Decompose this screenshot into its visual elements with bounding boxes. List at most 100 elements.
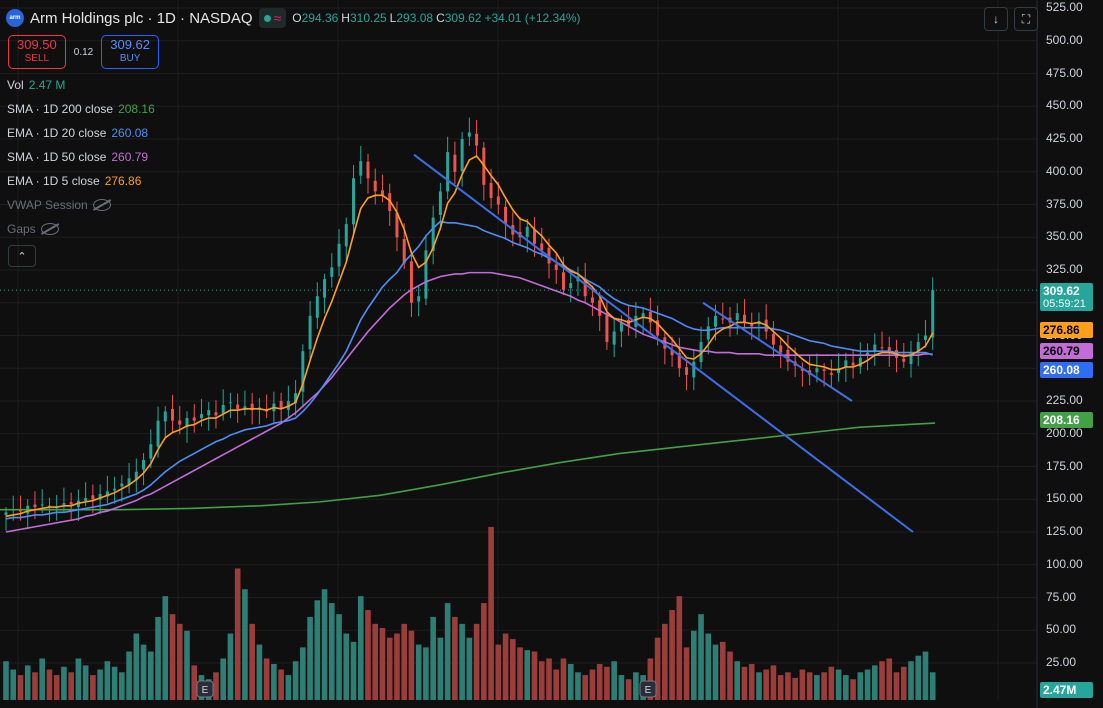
candle-body bbox=[554, 264, 558, 270]
candle-body bbox=[192, 417, 196, 421]
indicator-legend[interactable]: SMA · 1D 200 close 208.16 bbox=[7, 102, 155, 116]
buy-price: 309.62 bbox=[110, 37, 150, 52]
sma200-line bbox=[0, 422, 936, 511]
candle-body bbox=[33, 504, 37, 508]
candle-body bbox=[648, 311, 652, 323]
candle-body bbox=[402, 239, 406, 264]
volume-bar bbox=[249, 623, 255, 700]
volume-bar bbox=[3, 661, 9, 700]
candle-body bbox=[685, 367, 689, 375]
candle-body bbox=[395, 212, 399, 238]
volume-bar bbox=[741, 666, 748, 700]
y-axis-tick-label: 200.00 bbox=[1046, 425, 1083, 440]
indicator-legend[interactable]: EMA · 1D 5 close 276.86 bbox=[7, 174, 141, 188]
candle-body bbox=[84, 497, 88, 501]
volume-bar bbox=[893, 672, 900, 700]
market-status[interactable]: ≈ bbox=[258, 8, 287, 28]
candle-body bbox=[250, 403, 254, 411]
candle-body bbox=[453, 154, 457, 172]
candle-body bbox=[236, 404, 240, 409]
candle-body bbox=[446, 152, 450, 192]
volume-bar bbox=[46, 669, 53, 700]
candle-body bbox=[902, 358, 906, 362]
volume-bar bbox=[213, 672, 219, 700]
volume-bar bbox=[611, 661, 617, 700]
indicator-legend[interactable]: Vol 2.47 M bbox=[7, 78, 65, 92]
candle-body bbox=[822, 369, 826, 371]
candle-body bbox=[887, 347, 891, 353]
volume-bar bbox=[647, 658, 654, 700]
volume-bar bbox=[596, 664, 603, 700]
volume-bar bbox=[336, 614, 342, 700]
candle-body bbox=[837, 368, 841, 374]
candle-body bbox=[315, 296, 319, 318]
buy-button[interactable]: 309.62 BUY bbox=[101, 35, 159, 69]
candle-body bbox=[525, 226, 529, 237]
volume-bar bbox=[821, 672, 827, 700]
candle-body bbox=[619, 322, 623, 332]
volume-bar bbox=[271, 664, 277, 700]
candle-body bbox=[330, 267, 334, 277]
volume-bar bbox=[176, 623, 183, 700]
volume-bar bbox=[329, 603, 335, 700]
indicator-legend[interactable]: EMA · 1D 20 close 260.08 bbox=[7, 126, 148, 140]
volume-bar bbox=[777, 675, 784, 700]
hidden-eye-icon[interactable] bbox=[40, 223, 59, 235]
volume-bar bbox=[828, 666, 835, 700]
volume-bar bbox=[452, 616, 458, 700]
candle-body bbox=[134, 471, 138, 481]
candle-body bbox=[800, 368, 804, 371]
indicator-value: 208.16 bbox=[118, 102, 155, 116]
collapse-legend-button[interactable]: ⌃ bbox=[8, 245, 36, 267]
volume-bar bbox=[683, 647, 690, 700]
candle-body bbox=[923, 335, 927, 341]
volume-bar bbox=[502, 633, 509, 700]
candle-body bbox=[91, 495, 95, 500]
candle-body bbox=[880, 347, 884, 349]
ohlc-item: +34.01 (+12.34%) bbox=[484, 11, 580, 25]
volume-bar bbox=[379, 628, 386, 700]
price-tag: 309.62 05:59:21 bbox=[1040, 283, 1093, 311]
candle-body bbox=[460, 139, 464, 172]
candle-body bbox=[561, 272, 565, 290]
volume-bar bbox=[843, 675, 849, 700]
volume-bar bbox=[423, 647, 429, 700]
symbol-title[interactable]: Arm Holdings plc · 1D · NASDAQ bbox=[30, 9, 253, 27]
ohlc-value: +34.01 (+12.34%) bbox=[484, 11, 581, 25]
hidden-eye-icon[interactable] bbox=[92, 199, 111, 211]
y-axis-tick-label: 425.00 bbox=[1046, 131, 1083, 145]
fullscreen-icon[interactable]: ⛶ bbox=[1014, 7, 1038, 31]
indicator-legend[interactable]: SMA · 1D 50 close 260.79 bbox=[7, 150, 148, 164]
indicator-legend[interactable]: VWAP Session bbox=[7, 198, 111, 212]
candle-body bbox=[670, 350, 674, 356]
price-tag-value: 309.62 bbox=[1043, 284, 1080, 298]
candle-body bbox=[590, 297, 594, 303]
volume-bar bbox=[386, 637, 393, 700]
candle-body bbox=[18, 510, 22, 512]
volume-bar bbox=[300, 647, 306, 700]
volume-bar bbox=[437, 637, 444, 700]
indicator-value: 260.79 bbox=[111, 150, 149, 164]
indicator-legend[interactable]: Gaps bbox=[7, 222, 59, 236]
candle-body bbox=[69, 502, 73, 505]
volume-bar bbox=[39, 658, 45, 700]
volume-bar bbox=[763, 669, 769, 700]
candle-body bbox=[214, 412, 218, 416]
volume-bar bbox=[307, 616, 313, 700]
volume-bar bbox=[104, 661, 111, 700]
volume-bar bbox=[68, 672, 74, 700]
candle-body bbox=[438, 191, 442, 215]
sell-button[interactable]: 309.50 SELL bbox=[8, 35, 66, 69]
price-tag: 276.86 bbox=[1040, 322, 1093, 338]
candle-body bbox=[475, 133, 479, 146]
price-tag: 208.16 bbox=[1040, 412, 1093, 428]
arrow-down-icon[interactable]: ↓ bbox=[984, 7, 1008, 31]
candle-body bbox=[489, 182, 493, 198]
candle-body bbox=[178, 420, 182, 425]
candle-body bbox=[323, 279, 327, 298]
volume-bar bbox=[538, 661, 545, 700]
volume-bar bbox=[162, 596, 169, 700]
candle-body bbox=[120, 483, 124, 487]
market-open-icon bbox=[263, 14, 271, 22]
